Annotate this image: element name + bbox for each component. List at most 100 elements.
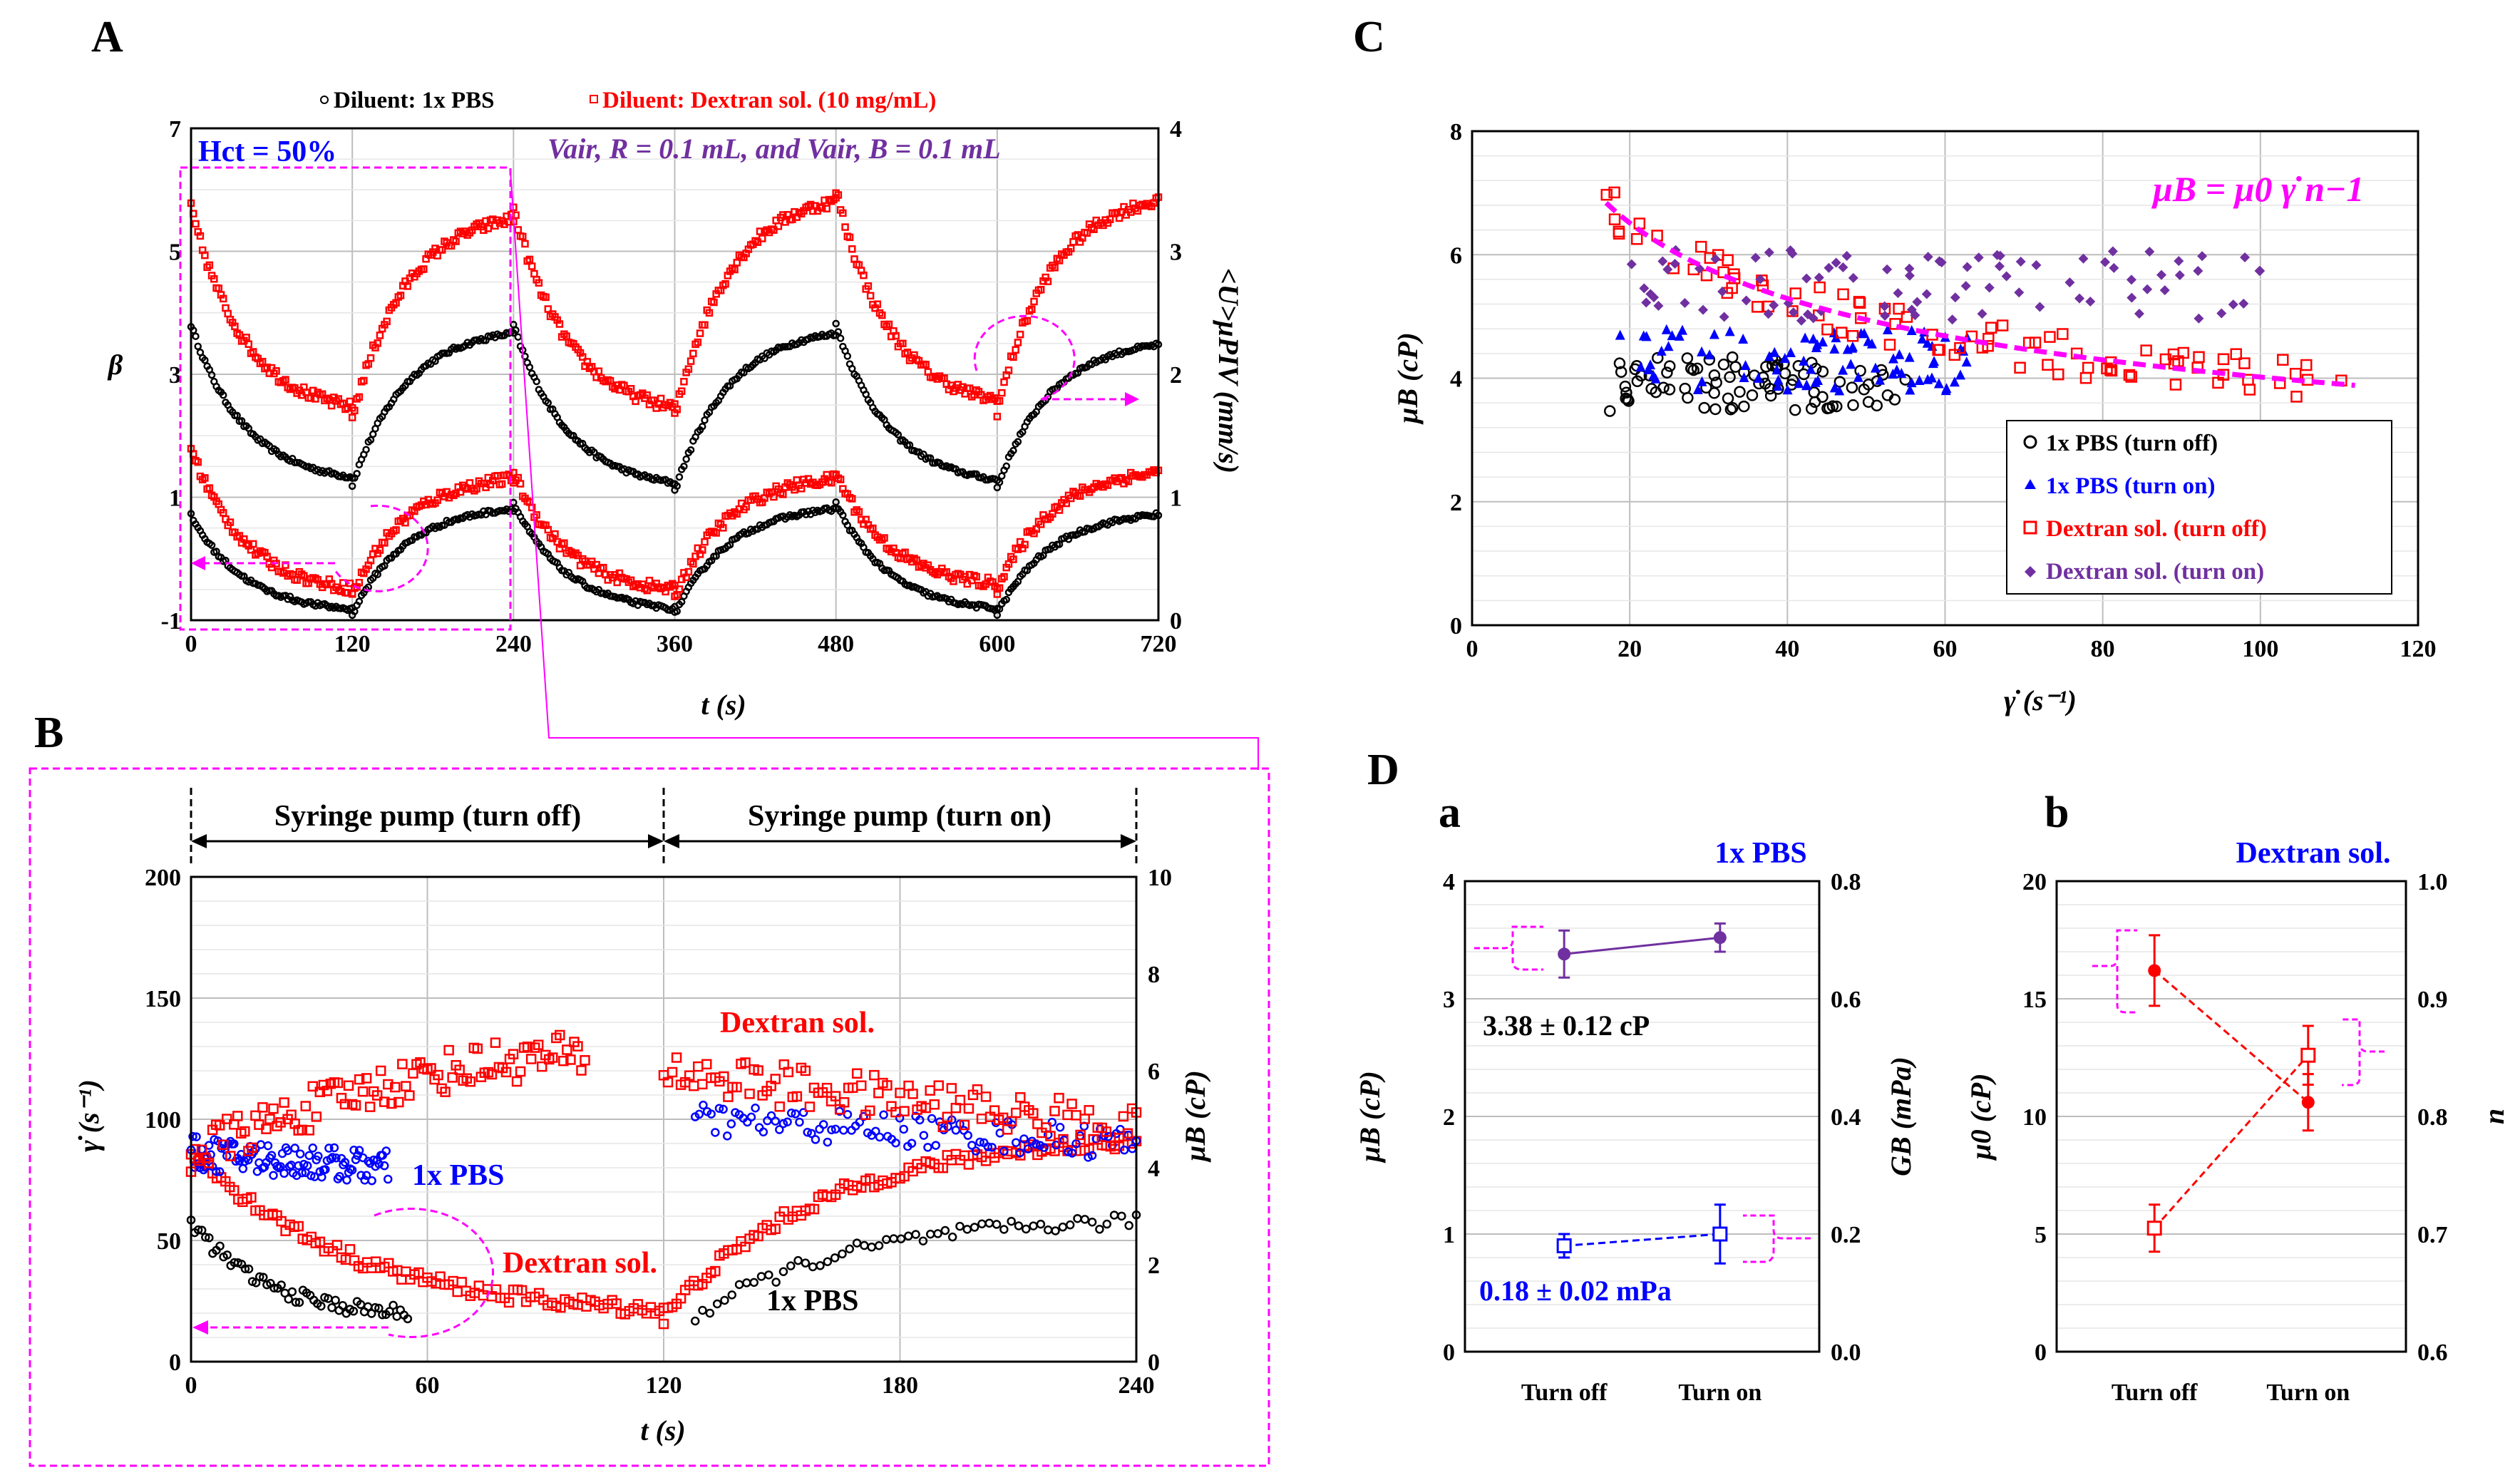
dextran-point: [508, 1049, 519, 1059]
dextran-point: [264, 1114, 275, 1124]
pbs-viscosity-point: [967, 1141, 977, 1150]
pbs-rate-point: [756, 1272, 766, 1281]
data-point-square: [1996, 319, 2009, 332]
data-point-triangle: [1806, 364, 1816, 374]
y-tick-label: 1: [1443, 1222, 1455, 1248]
dextran-point: [845, 233, 854, 242]
data-point-triangle: [1724, 326, 1735, 336]
dextran-point: [555, 1029, 565, 1041]
data-point-square: [2169, 379, 2182, 391]
pbs-rate-point: [277, 1280, 286, 1290]
y-tick-label: 15: [2022, 987, 2047, 1013]
dextran-point: [357, 1086, 369, 1097]
mean-point: [2148, 964, 2161, 977]
data-point-diamond: [2078, 253, 2089, 264]
data-point-circle: [1798, 368, 1810, 381]
pbs-rate-point: [1051, 1226, 1060, 1235]
dextran-point: [433, 1069, 443, 1081]
pbs-viscosity-point: [364, 1156, 373, 1166]
dextran-point: [493, 472, 501, 480]
pbs-viscosity-point: [907, 1139, 917, 1148]
panel-a-y2label: <U>μPIV (mm/s): [1213, 268, 1245, 473]
data-point-triangle: [1799, 355, 1809, 366]
dextran-point: [1054, 1092, 1064, 1104]
label-dextran-rate: Dextran sol.: [503, 1247, 657, 1280]
data-point-square: [1836, 327, 1848, 339]
y-tick-label: -1: [161, 608, 181, 634]
dextran-point: [279, 1097, 289, 1108]
dextran-point: [555, 320, 564, 328]
pbs-rate-point: [845, 1244, 855, 1254]
data-point-circle: [1786, 374, 1799, 386]
pbs-viscosity-point: [811, 1135, 821, 1144]
dextran-point: [314, 1236, 326, 1248]
pbs-point: [194, 342, 202, 351]
data-point-triangle: [1949, 376, 1960, 387]
dextran-point: [572, 1041, 583, 1052]
dextran-point: [364, 1101, 376, 1112]
panel-c-legend: 1x PBS (turn off) 1x PBS (turn on) Dextr…: [2006, 420, 2392, 595]
x-tick-label: 240: [495, 631, 532, 657]
data-point-circle: [1619, 380, 1632, 393]
pbs-rate-point: [830, 1253, 840, 1263]
dextran-point: [658, 1318, 669, 1330]
data-point-square: [1846, 329, 1859, 342]
data-point-triangle: [1769, 346, 1780, 357]
pbs-viscosity-point: [791, 1109, 801, 1119]
y-tick-label: 2: [1443, 1104, 1455, 1131]
pbs-point: [682, 455, 690, 463]
highlight-circle-b: [374, 1207, 495, 1338]
dextran-point: [1028, 305, 1036, 314]
dextran-point: [804, 1101, 816, 1112]
y-tick-label: 5: [169, 240, 181, 266]
dextran-point: [257, 1102, 268, 1113]
pbs-viscosity-point: [324, 1144, 334, 1153]
dextran-point: [899, 1106, 910, 1116]
y2-tick-label: 0.9: [2417, 987, 2448, 1013]
dextran-point: [355, 393, 364, 401]
pbs-rate-point: [327, 1303, 336, 1312]
data-point-circle: [1724, 404, 1737, 416]
dextran-point: [937, 1162, 949, 1173]
data-point-triangle: [1656, 345, 1667, 356]
data-point-triangle: [1648, 370, 1659, 381]
arrow-left-b-head: [192, 1320, 208, 1335]
pbs-viscosity-point: [927, 1114, 937, 1124]
pbs-viscosity-point: [381, 1146, 391, 1156]
dextran-point: [791, 1091, 803, 1102]
y-tick-label: 2: [1450, 490, 1462, 516]
dextran-point: [263, 553, 271, 560]
data-point-square: [2277, 354, 2289, 366]
pbs-rate-point: [1087, 1217, 1097, 1227]
data-point-diamond: [1710, 254, 1721, 264]
pbs-viscosity-point: [267, 1151, 277, 1160]
pbs-point: [836, 334, 845, 342]
dextran-point: [950, 577, 957, 585]
pbs-rate-point: [984, 1218, 994, 1228]
pbs-point: [686, 446, 695, 454]
panel-da-chart: 0 1 2 3 4 0.0 0.2 0.4 0.6 0.8 Turn off Turn on 1x P…: [1354, 837, 1917, 1406]
dextran-point: [731, 265, 739, 274]
pbs-viscosity-point: [803, 1127, 812, 1137]
pbs-viscosity-point: [347, 1165, 357, 1175]
dextran-point: [201, 251, 209, 259]
pbs-rate-point: [999, 1225, 1009, 1234]
panel-label-d: D: [1367, 746, 1399, 794]
dextran-point: [1009, 555, 1017, 563]
dextran-point: [1012, 346, 1019, 354]
dextran-point: [848, 245, 856, 253]
panel-da-frame: [1464, 880, 1821, 1353]
pbs-viscosity-point: [238, 1164, 248, 1173]
data-point-circle: [1724, 371, 1736, 384]
data-point-diamond: [1788, 307, 1799, 318]
data-point-triangle: [1709, 329, 1719, 339]
dextran-point: [1071, 1110, 1081, 1121]
pbs-rate-point: [1022, 1224, 1031, 1234]
dextran-point: [394, 1096, 404, 1108]
dextran-point: [1045, 1131, 1056, 1141]
data-point-circle: [1620, 386, 1632, 399]
pbs-rate-point: [193, 1225, 203, 1235]
x-tick-label: 100: [2242, 636, 2278, 662]
dextran-point: [686, 357, 695, 365]
